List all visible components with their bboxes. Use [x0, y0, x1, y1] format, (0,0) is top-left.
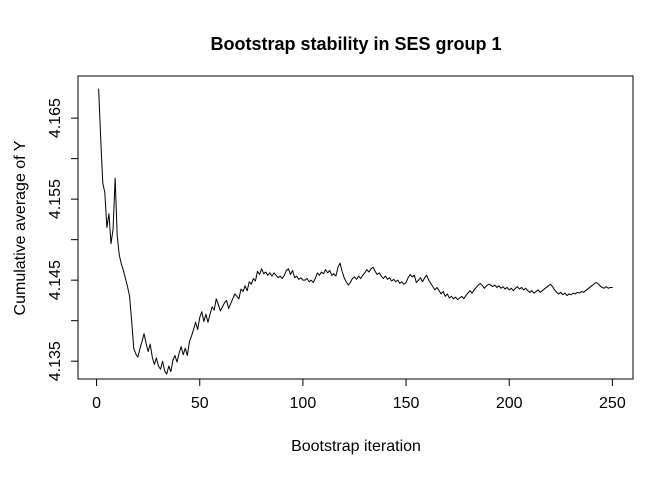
y-axis-title: Cumulative average of Y — [12, 140, 29, 315]
plot-frame — [77, 75, 634, 380]
x-tick-label: 0 — [92, 395, 101, 412]
y-tick-label: 4.165 — [47, 98, 64, 138]
cumulative-average-line — [98, 88, 613, 375]
x-tick-label: 50 — [191, 395, 209, 412]
y-axis: 4.135 4.145 4.155 4.165 — [47, 98, 78, 381]
x-axis-title: Bootstrap iteration — [291, 438, 421, 455]
y-tick-label: 4.145 — [47, 260, 64, 300]
data-series — [98, 88, 613, 375]
x-tick-label: 150 — [393, 395, 420, 412]
x-tick-label: 200 — [496, 395, 523, 412]
x-tick-label: 100 — [290, 395, 317, 412]
y-tick-label: 4.135 — [47, 341, 64, 381]
chart-title: Bootstrap stability in SES group 1 — [210, 34, 501, 54]
x-tick-label: 250 — [599, 395, 626, 412]
y-tick-label: 4.155 — [47, 179, 64, 219]
x-axis: 0 50 100 150 200 250 — [92, 379, 626, 412]
